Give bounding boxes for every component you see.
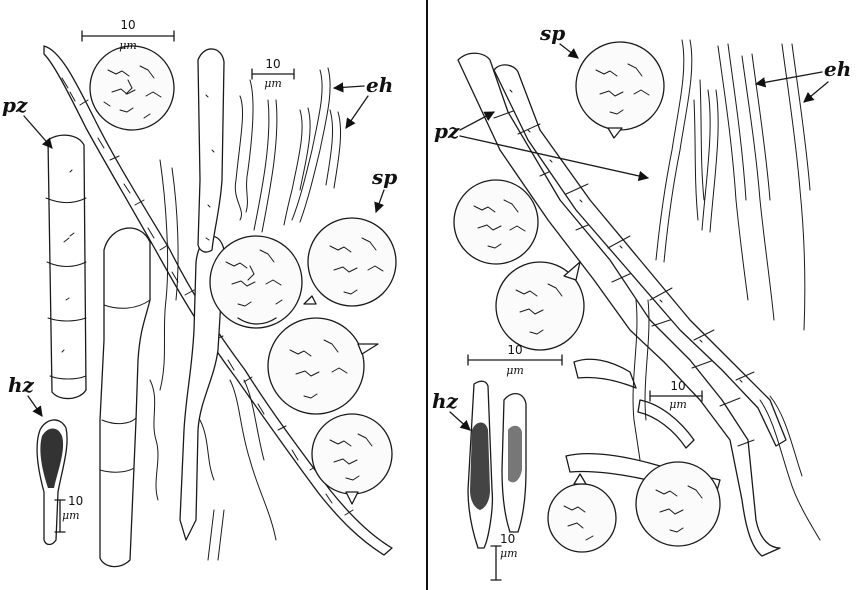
spore <box>303 217 397 307</box>
label-eh: eh <box>366 73 393 97</box>
scale-value: 10 <box>670 379 685 393</box>
right-main-hyphae <box>457 52 787 557</box>
spore <box>311 413 393 505</box>
label-hz: hz <box>432 389 459 413</box>
spore <box>209 235 303 329</box>
right-empty-hyphae <box>655 39 811 331</box>
label-sp: sp <box>539 21 565 45</box>
left-spores <box>89 45 397 505</box>
scale-value: 10 <box>500 532 515 546</box>
scale-unit: μm <box>62 509 80 522</box>
scale-bar: 10 μm <box>467 343 563 377</box>
spore <box>453 179 539 265</box>
scale-bar: 10 μm <box>81 18 175 52</box>
spore <box>575 41 665 139</box>
right-spores <box>453 41 721 553</box>
scale-unit: μm <box>500 547 518 560</box>
spore <box>89 45 175 131</box>
left-tube-hyphae <box>99 48 277 568</box>
scale-value: 10 <box>68 494 83 508</box>
scale-unit: μm <box>506 364 524 377</box>
scale-value: 10 <box>120 18 135 32</box>
left-segmented-hypha <box>45 134 87 400</box>
spore <box>267 317 379 415</box>
left-empty-hyphae <box>253 67 342 233</box>
label-pz: pz <box>434 119 460 143</box>
right-panel: sp pz eh hz 10 μm 10 μm 10 <box>432 21 851 581</box>
scale-unit: μm <box>119 39 137 52</box>
scale-value: 10 <box>265 57 280 71</box>
scale-bar: 10 μm <box>649 379 703 411</box>
right-hz-structures <box>467 380 527 549</box>
label-pz: pz <box>2 93 28 117</box>
spore <box>635 461 721 547</box>
label-sp: sp <box>371 165 397 189</box>
scale-bar: 10 μm <box>54 494 83 533</box>
left-hz-structure <box>36 419 68 546</box>
scale-value: 10 <box>507 343 522 357</box>
scale-unit: μm <box>264 77 282 90</box>
scale-bar: 10 μm <box>490 532 518 581</box>
label-hz: hz <box>8 373 35 397</box>
left-panel: pz hz eh sp 10 μm 10 μm 10 μm <box>2 18 397 568</box>
scale-bar: 10 μm <box>251 57 295 90</box>
label-eh: eh <box>824 57 851 81</box>
spore <box>547 473 617 553</box>
scale-unit: μm <box>669 398 687 411</box>
spore <box>495 261 585 351</box>
